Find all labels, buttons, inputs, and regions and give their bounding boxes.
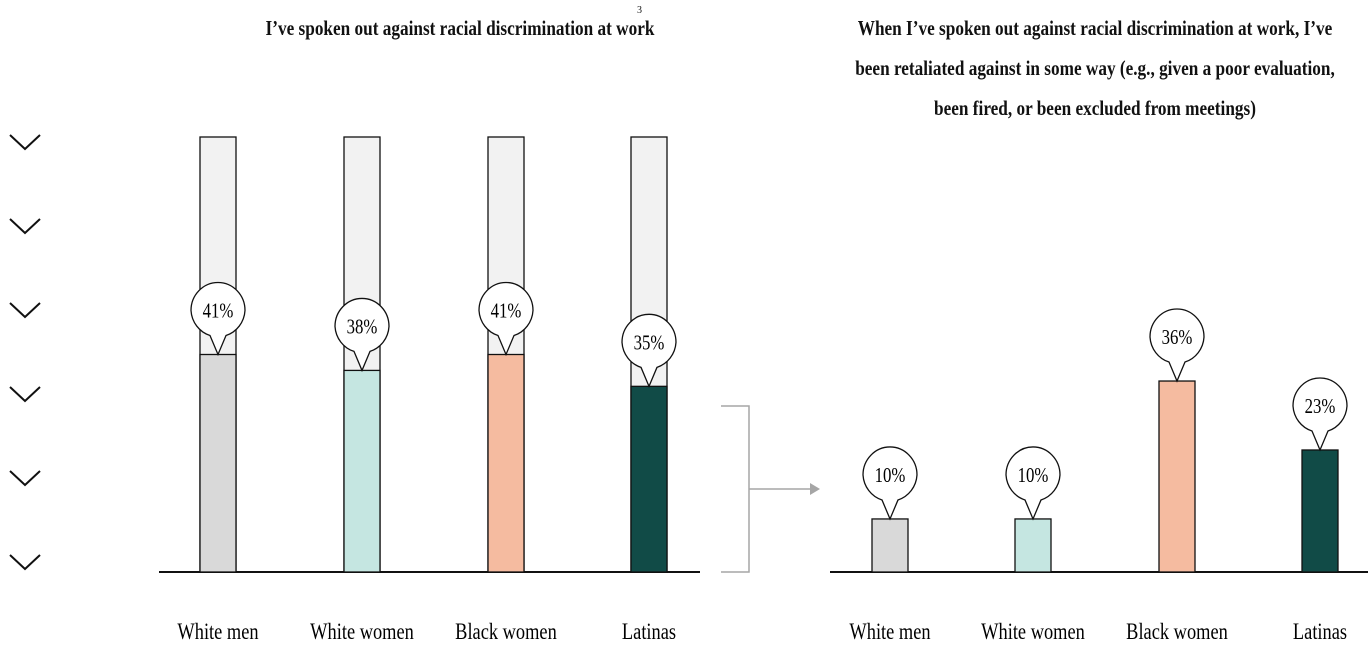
left-category-label: White women — [310, 618, 414, 645]
left-category-label: Latinas — [622, 618, 676, 645]
footnote-marker: 3 — [637, 5, 642, 16]
left-data-bubble — [621, 313, 677, 389]
right-title-line-1: When I’ve spoken out against racial disc… — [857, 16, 1333, 40]
right-title-line-2: been retaliated against in some way (e.g… — [855, 56, 1335, 80]
right-data-bubble — [1149, 308, 1205, 383]
right-data-label: 10% — [1018, 464, 1049, 487]
right-bar — [1301, 449, 1339, 573]
chevron-down-icon[interactable] — [8, 300, 42, 320]
right-data-label: 36% — [1162, 326, 1193, 349]
left-data-label: 41% — [491, 300, 522, 323]
chevron-down-icon[interactable] — [8, 216, 42, 236]
connector-bracket — [721, 405, 750, 573]
chevron-down-icon[interactable] — [8, 552, 42, 572]
left-data-bubble — [334, 297, 390, 373]
right-data-bubble — [1292, 377, 1348, 452]
right-title-line-3: been fired, or been excluded from meetin… — [934, 96, 1256, 120]
left-data-label: 38% — [347, 316, 378, 339]
left-chart-title: I’ve spoken out against racial discrimin… — [265, 16, 655, 40]
left-category-label: Black women — [455, 618, 557, 645]
right-bar — [1158, 380, 1196, 573]
right-bar — [871, 518, 909, 573]
right-bar — [1014, 518, 1052, 573]
right-data-bubble — [862, 446, 918, 521]
left-bar — [630, 385, 668, 573]
arrow-right-icon — [810, 483, 820, 495]
left-bar — [487, 353, 525, 573]
right-chart-title: When I’ve spoken out against racial disc… — [800, 8, 1368, 128]
right-data-bubble — [1005, 446, 1061, 521]
chevron-down-icon[interactable] — [8, 384, 42, 404]
left-bar — [343, 369, 381, 573]
left-data-label: 35% — [634, 332, 665, 355]
right-category-label: White men — [849, 618, 931, 645]
left-bar — [199, 353, 237, 573]
right-data-label: 23% — [1305, 395, 1336, 418]
right-category-label: Latinas — [1293, 618, 1347, 645]
chevron-down-icon[interactable] — [8, 468, 42, 488]
left-category-label: White men — [177, 618, 259, 645]
right-category-label: White women — [981, 618, 1085, 645]
right-data-label: 10% — [875, 464, 906, 487]
left-data-bubble — [190, 281, 246, 357]
right-category-label: Black women — [1126, 618, 1228, 645]
left-data-bubble — [478, 281, 534, 357]
chevron-down-icon[interactable] — [8, 132, 42, 152]
left-data-label: 41% — [203, 300, 234, 323]
